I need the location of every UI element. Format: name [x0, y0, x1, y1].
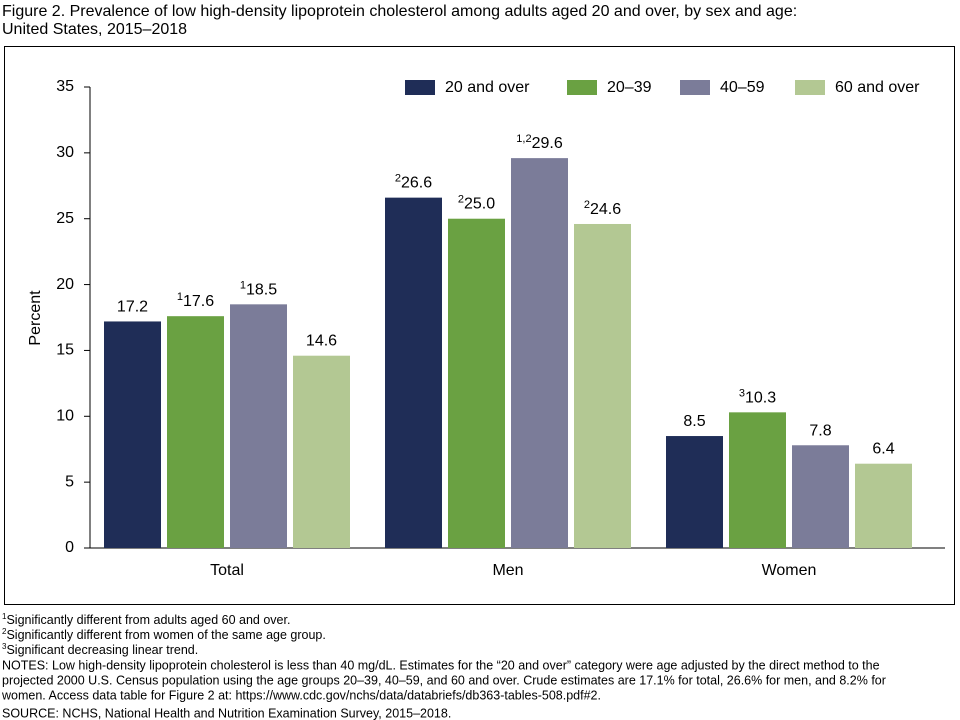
value-label-note: 1 — [240, 279, 246, 291]
footnote-text: Significantly different from women of th… — [6, 628, 325, 642]
value-label: 226.6 — [395, 173, 432, 192]
y-tick-label: 25 — [56, 210, 74, 227]
note-line: women. Access data table for Figure 2 at… — [1, 688, 601, 702]
value-label-note: 2 — [458, 194, 464, 206]
y-tick-label: 20 — [56, 276, 74, 293]
bar — [385, 197, 442, 548]
bar — [448, 218, 505, 548]
chart-frame — [4, 46, 955, 605]
legend-label: 20–39 — [607, 79, 652, 96]
legend-swatch — [795, 80, 825, 95]
value-label: 225.0 — [458, 194, 495, 213]
bar — [574, 223, 631, 549]
value-label-note: 1 — [177, 291, 183, 303]
legend-swatch — [567, 80, 597, 95]
value-label-text: 7.8 — [809, 422, 831, 439]
y-tick-label: 15 — [56, 342, 74, 359]
footnote-mark: 3 — [2, 642, 7, 651]
bar — [666, 436, 723, 548]
value-label: 17.2 — [117, 299, 148, 316]
y-tick-label: 35 — [56, 78, 74, 95]
bar — [104, 321, 161, 548]
value-label-text: 6.4 — [872, 441, 894, 458]
note-line: projected 2000 U.S. Census population us… — [2, 673, 886, 687]
value-label-text: 17.6 — [183, 293, 214, 310]
value-label: 224.6 — [584, 199, 621, 218]
value-label-text: 24.6 — [590, 201, 621, 218]
bar — [293, 355, 350, 548]
value-label: 6.4 — [872, 441, 894, 458]
note-line: SOURCE: NCHS, National Health and Nutrit… — [2, 706, 451, 720]
x-tick-label: Women — [762, 562, 817, 579]
value-label: 1,229.6 — [516, 133, 563, 152]
value-label-text: 29.6 — [532, 135, 563, 152]
legend-swatch — [405, 80, 435, 95]
value-label-text: 25.0 — [464, 196, 495, 213]
value-label-note: 2 — [395, 173, 401, 185]
bar — [729, 412, 786, 548]
footnote-mark: 1 — [2, 612, 7, 621]
value-label-note: 3 — [739, 387, 745, 399]
footnote-text: Significant decreasing linear trend. — [6, 643, 198, 657]
value-label-text: 18.5 — [246, 282, 277, 299]
value-label-text: 14.6 — [306, 333, 337, 350]
bar — [230, 304, 287, 548]
value-label: 14.6 — [306, 333, 337, 350]
legend-label: 60 and over — [835, 79, 920, 96]
value-label-text: 8.5 — [683, 413, 705, 430]
value-label: 8.5 — [683, 413, 705, 430]
bar — [792, 445, 849, 548]
value-label: 118.5 — [240, 279, 277, 298]
value-label-text: 26.6 — [401, 175, 432, 192]
x-tick-label: Total — [210, 562, 244, 579]
value-label-note: 2 — [584, 199, 590, 211]
footnote: 3Significant decreasing linear trend. — [2, 642, 198, 657]
value-label: 117.6 — [177, 291, 214, 310]
legend-label: 20 and over — [445, 79, 530, 96]
footnote: 1Significantly different from adults age… — [2, 612, 290, 627]
x-tick-label: Men — [492, 562, 523, 579]
legend-swatch — [680, 80, 710, 95]
chart-title: Figure 2. Prevalence of low high-density… — [2, 3, 797, 20]
y-tick-label: 0 — [65, 539, 74, 556]
legend-label: 40–59 — [720, 79, 765, 96]
y-tick-label: 30 — [56, 144, 74, 161]
footnote-mark: 2 — [2, 627, 7, 636]
value-label-text: 17.2 — [117, 299, 148, 316]
footnote: 2Significantly different from women of t… — [2, 627, 326, 642]
bar — [855, 463, 912, 548]
bar — [167, 316, 224, 548]
y-tick-label: 5 — [65, 473, 74, 490]
y-axis-title: Percent — [27, 290, 44, 346]
footnote-text: Significantly different from adults aged… — [6, 613, 290, 627]
chart-subtitle: United States, 2015–2018 — [2, 21, 187, 38]
value-label-text: 10.3 — [745, 390, 776, 407]
note-line: NOTES: Low high-density lipoprotein chol… — [2, 658, 880, 672]
bar — [511, 158, 568, 548]
value-label: 7.8 — [809, 422, 831, 439]
value-label-note: 1,2 — [516, 133, 531, 145]
y-tick-label: 10 — [56, 408, 74, 425]
value-label: 310.3 — [739, 387, 776, 406]
